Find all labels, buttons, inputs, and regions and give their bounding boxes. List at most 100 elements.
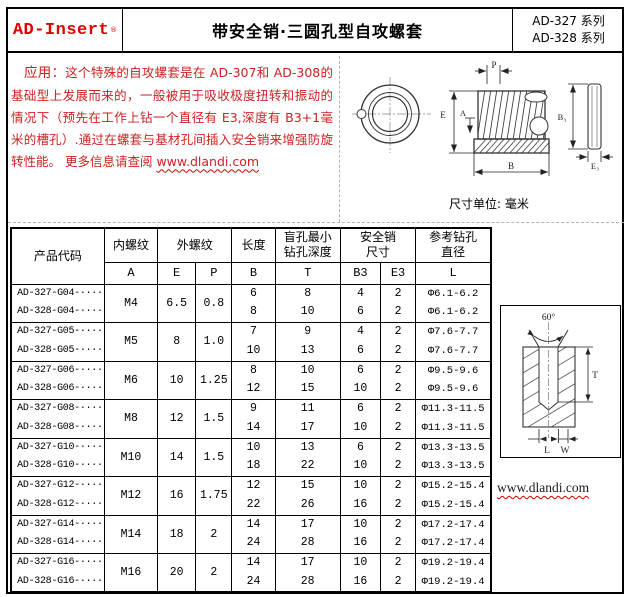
cell-b3: 10 16 (339, 476, 381, 516)
cell-l: Φ7.6-7.7 Φ7.6-7.7 (415, 322, 492, 362)
cell-e: 18 (157, 514, 197, 554)
value-line: 14 (246, 420, 261, 434)
value-line: 13 (300, 343, 315, 357)
application-note: 应用：这个特殊的自攻螺套是在 AD-307和 AD-308的基础型上发展而来的，… (11, 62, 333, 172)
value-line: 2 (394, 402, 402, 416)
value-line: Φ9.5-9.6 (427, 364, 479, 377)
brand-logo: AD-Insert (12, 20, 110, 40)
product-code: AD-328-G06-···· (17, 383, 103, 395)
value-line: 17 (300, 420, 315, 434)
value-line: 10 (300, 305, 315, 319)
value-line: 2 (394, 325, 402, 339)
product-code: AD-327-G12-···· (17, 480, 103, 492)
cell-p: 1.75 (195, 476, 233, 516)
value-line: 16 (353, 574, 368, 588)
value-line: 7 (250, 325, 257, 339)
value-line: Φ11.3-11.5 (421, 421, 485, 434)
value-line: 6 (356, 402, 364, 416)
cell-p: 2 (195, 553, 233, 593)
cell-t: 15 26 (274, 476, 341, 516)
cell-product-codes: AD-327-G05-···· AD-328-G05-···· (10, 322, 105, 362)
cell-a: M14 (103, 514, 159, 554)
cell-e: 10 (157, 360, 197, 400)
cell-b3: 4 6 (339, 322, 381, 362)
cell-p: 2 (195, 514, 233, 554)
table-row: AD-327-G14-···· AD-328-G14-···· M14 18 2… (10, 514, 492, 554)
hole-diagram: 60° T L W (522, 312, 598, 456)
series-label-327: AD-327 系列 (532, 14, 605, 28)
value-line: 24 (246, 536, 261, 550)
cell-p: 1.5 (195, 399, 233, 439)
cell-t: 10 15 (274, 360, 341, 400)
value-line: 17 (300, 556, 315, 569)
cell-e3: 2 2 (379, 437, 417, 477)
dim-label-angle: 60° (542, 312, 556, 323)
title-cell: 带安全销·三圆孔型自攻螺套 (123, 9, 513, 53)
value-line: 16 (353, 497, 368, 511)
col-sub-e: E (157, 261, 197, 285)
dim-label-e: E (440, 110, 446, 120)
product-code: AD-327-G08-···· (17, 403, 103, 415)
cell-l: Φ11.3-11.5 Φ11.3-11.5 (415, 399, 492, 439)
cell-l: Φ13.3-13.5 Φ13.3-13.5 (415, 437, 492, 477)
dashed-divider-horizontal (8, 222, 624, 223)
value-line: Φ9.5-9.6 (427, 383, 479, 396)
value-line: 4 (356, 286, 364, 300)
cell-b: 12 22 (231, 476, 276, 516)
website-link[interactable]: www.dlandi.com (497, 480, 590, 495)
hole-dimensions (528, 346, 593, 443)
front-view-drawing (352, 77, 431, 153)
cell-b3: 4 6 (339, 283, 381, 323)
dashed-divider-vertical (339, 56, 340, 222)
application-body: 这个特殊的自攻螺套是在 AD-307和 AD-308的基础型上发展而来的，一般被… (11, 65, 334, 169)
application-label: 应用： (24, 65, 66, 81)
value-line: 2 (394, 479, 402, 493)
value-line: 22 (246, 497, 261, 511)
table-row: AD-327-G16-···· AD-328-G16-···· M16 20 2… (10, 553, 492, 593)
cell-l: Φ6.1-6.2 Φ6.1-6.2 (415, 283, 492, 323)
value-line: 10 (353, 382, 368, 396)
value-line: 10 (246, 343, 261, 357)
unit-note: 尺寸单位: 毫米 (449, 197, 529, 211)
cell-product-codes: AD-327-G08-···· AD-328-G08-···· (10, 399, 105, 439)
col-header-internal-thread: 内螺纹 (103, 227, 159, 263)
hole-diagram-box: 60° T L W (500, 305, 621, 458)
cell-e3: 2 2 (379, 283, 417, 323)
value-line: 2 (394, 517, 402, 531)
spec-table: 产品代码 内螺纹 外螺纹 长度 盲孔最小 钻孔深度 安全销 尺寸 参考钻孔 直径… (10, 227, 492, 593)
cell-a: M4 (103, 283, 159, 323)
cell-b: 14 24 (231, 514, 276, 554)
cell-b: 9 14 (231, 399, 276, 439)
value-line: 10 (353, 420, 368, 434)
value-line: 6 (356, 305, 364, 319)
value-line: 2 (394, 363, 402, 377)
cell-a: M10 (103, 437, 159, 477)
cell-t: 9 13 (274, 322, 341, 362)
registered-mark-icon: ® (110, 26, 118, 34)
value-line: Φ7.6-7.7 (427, 326, 479, 339)
value-line: 10 (353, 556, 368, 569)
cell-a: M16 (103, 553, 159, 593)
value-line: 8 (304, 286, 312, 300)
col-header-product-code: 产品代码 (10, 227, 105, 285)
product-code: AD-327-G14-···· (17, 518, 103, 530)
col-header-blind-hole-depth: 盲孔最小 钻孔深度 (274, 227, 341, 263)
application-website-link[interactable]: www.dlandi.com (156, 153, 260, 169)
product-code: AD-327-G04-···· (17, 287, 103, 299)
value-line: 10 (353, 479, 368, 493)
value-line: 14 (246, 556, 261, 569)
value-line: 12 (246, 382, 261, 396)
cell-t: 17 28 (274, 553, 341, 593)
cell-p: 1.5 (195, 437, 233, 477)
product-code: AD-327-G16-···· (17, 557, 103, 568)
cell-product-codes: AD-327-G16-···· AD-328-G16-···· (10, 553, 105, 593)
dim-label-p: P (491, 60, 496, 70)
col-header-ref-drill-diameter: 参考钻孔 直径 (415, 227, 492, 263)
value-line: 2 (394, 536, 402, 550)
value-line: 10 (246, 440, 261, 454)
cell-a: M12 (103, 476, 159, 516)
value-line: 11 (300, 402, 315, 416)
dim-label-l: L (544, 446, 550, 456)
value-line: 9 (304, 325, 312, 339)
value-line: 14 (246, 517, 261, 531)
